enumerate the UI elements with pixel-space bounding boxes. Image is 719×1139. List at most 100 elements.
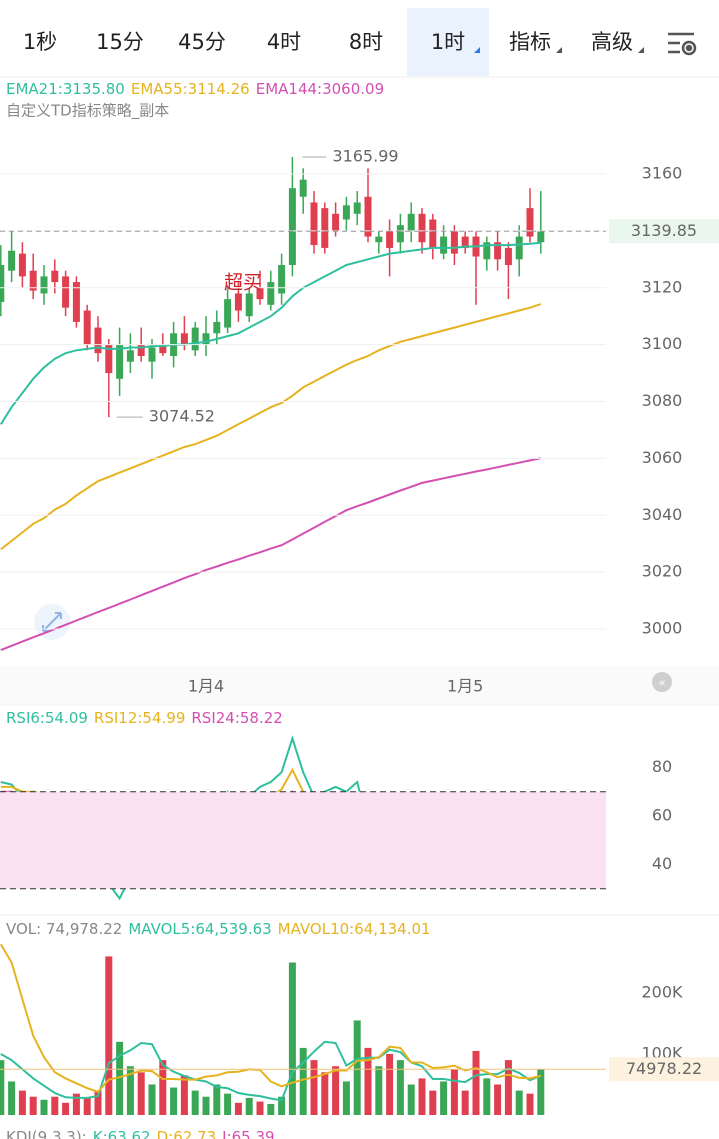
tab-highlight: [407, 8, 489, 76]
line: [0, 1040, 542, 1102]
candle-body: [461, 236, 469, 248]
candle-body: [375, 236, 383, 243]
volume-bar: [180, 1075, 188, 1115]
volume-bar: [18, 1090, 26, 1115]
volume-bar: [483, 1078, 491, 1115]
candle-body: [353, 202, 361, 214]
zoom-icon[interactable]: [34, 604, 70, 640]
legend-entry: MAVOL5:64,539.63: [128, 920, 271, 938]
legend-entry: RSI6:54.09: [6, 709, 88, 727]
candle-body: [342, 205, 350, 220]
legend: EMA21:3135.80 EMA55:3114.26 EMA144:3060.09: [6, 80, 384, 98]
tab-bar: 1秒 15分 45分 4时 8时 1时 指标 高级: [23, 8, 644, 76]
dropdown-caret: [474, 47, 480, 53]
volume-bar: [245, 1097, 253, 1115]
tab[interactable]: 1时: [431, 30, 465, 54]
candle-body: [213, 321, 221, 334]
y-tick-label: 3000: [642, 619, 683, 638]
volume-bar: [375, 1066, 383, 1115]
volume-bar: [537, 1069, 545, 1115]
candle-body: [386, 230, 394, 248]
dropdown-caret: [556, 47, 562, 53]
candle-body: [504, 247, 512, 266]
candle-body: [396, 225, 404, 243]
legend-entry: D:62.73: [157, 1128, 217, 1139]
tab[interactable]: 15分: [96, 30, 144, 54]
candle-body: [494, 242, 502, 260]
candle-body: [180, 333, 188, 345]
volume-bar: [450, 1069, 458, 1115]
candle-body: [40, 276, 48, 294]
y-tick-label: 200K: [641, 983, 683, 1002]
y-tick-label: 3120: [642, 277, 683, 296]
volume-bar: [332, 1066, 340, 1115]
volume-bar: [321, 1072, 329, 1115]
volume-bar: [256, 1101, 264, 1115]
volume-bar: [94, 1090, 102, 1115]
candle-body: [515, 236, 523, 260]
y-tick-label: 3060: [642, 448, 683, 467]
volume-bar: [429, 1090, 437, 1115]
last-volume-box: [609, 1057, 719, 1082]
candle-body: [332, 213, 340, 231]
volume-bar: [267, 1104, 275, 1115]
volume-bar: [299, 1047, 307, 1115]
last-volume-label: 74978.22: [626, 1059, 702, 1078]
legend: VOL: 74,978.22 MAVOL5:64,539.63 MAVOL10:64…: [6, 920, 431, 938]
y-tick-label: 60: [652, 805, 672, 824]
volume-bar: [353, 1020, 361, 1115]
y-tick-label: 3080: [642, 391, 683, 410]
settings-icon[interactable]: [668, 32, 697, 56]
tab[interactable]: 4时: [267, 30, 301, 54]
volume-bar: [159, 1060, 167, 1115]
volume-bar: [526, 1093, 534, 1115]
y-tick-label: 80: [652, 757, 672, 776]
volume-bar: [40, 1099, 48, 1115]
candle-body: [256, 287, 264, 300]
volume-bar: [515, 1090, 523, 1115]
volume-bar: [418, 1078, 426, 1115]
y-tick-label: 3160: [642, 163, 683, 182]
candle-body: [364, 196, 372, 237]
tab[interactable]: 45分: [178, 30, 226, 54]
volume-bar: [288, 962, 296, 1115]
candle-body: [148, 347, 156, 362]
candle-body: [137, 344, 145, 357]
volume-bar: [234, 1102, 242, 1115]
candle-body: [0, 265, 5, 302]
volume-bar: [0, 1060, 5, 1115]
volume-bar: [51, 1096, 59, 1115]
legend: KDJ(9,3,3): K:63.62 D:62.73 J:65.39: [6, 1128, 275, 1139]
volume-bar: [461, 1090, 469, 1115]
volume-bar: [440, 1081, 448, 1115]
y-tick-label: 3040: [642, 505, 683, 524]
tab[interactable]: 8时: [349, 30, 383, 54]
candle-body: [224, 299, 232, 328]
low-label: 3074.52: [149, 407, 215, 426]
legend-entry: RSI24:58.22: [191, 709, 282, 727]
volume-bar: [224, 1093, 232, 1115]
x-tick-label: 1月4: [188, 677, 224, 696]
legend-entry: EMA55:3114.26: [131, 80, 250, 98]
candle-body: [267, 282, 275, 305]
y-tick-label: 3020: [642, 562, 683, 581]
candle-body: [321, 208, 329, 248]
y-tick-label: 40: [652, 854, 672, 873]
candle-body: [62, 276, 70, 308]
candle-body: [18, 253, 26, 277]
candle-body: [418, 213, 426, 243]
tab[interactable]: 高级: [591, 30, 633, 54]
candle-body: [407, 213, 415, 231]
volume-bar: [148, 1084, 156, 1115]
candle-body: [191, 327, 199, 351]
candle-body: [483, 242, 491, 260]
candle-body: [159, 344, 167, 354]
tab[interactable]: 1秒: [23, 30, 57, 54]
candle-body: [234, 293, 242, 311]
candle-body: [51, 270, 59, 283]
tab[interactable]: 指标: [509, 30, 551, 54]
candle-body: [29, 270, 37, 291]
reset-icon[interactable]: «: [652, 672, 672, 692]
candle-body: [429, 219, 437, 248]
